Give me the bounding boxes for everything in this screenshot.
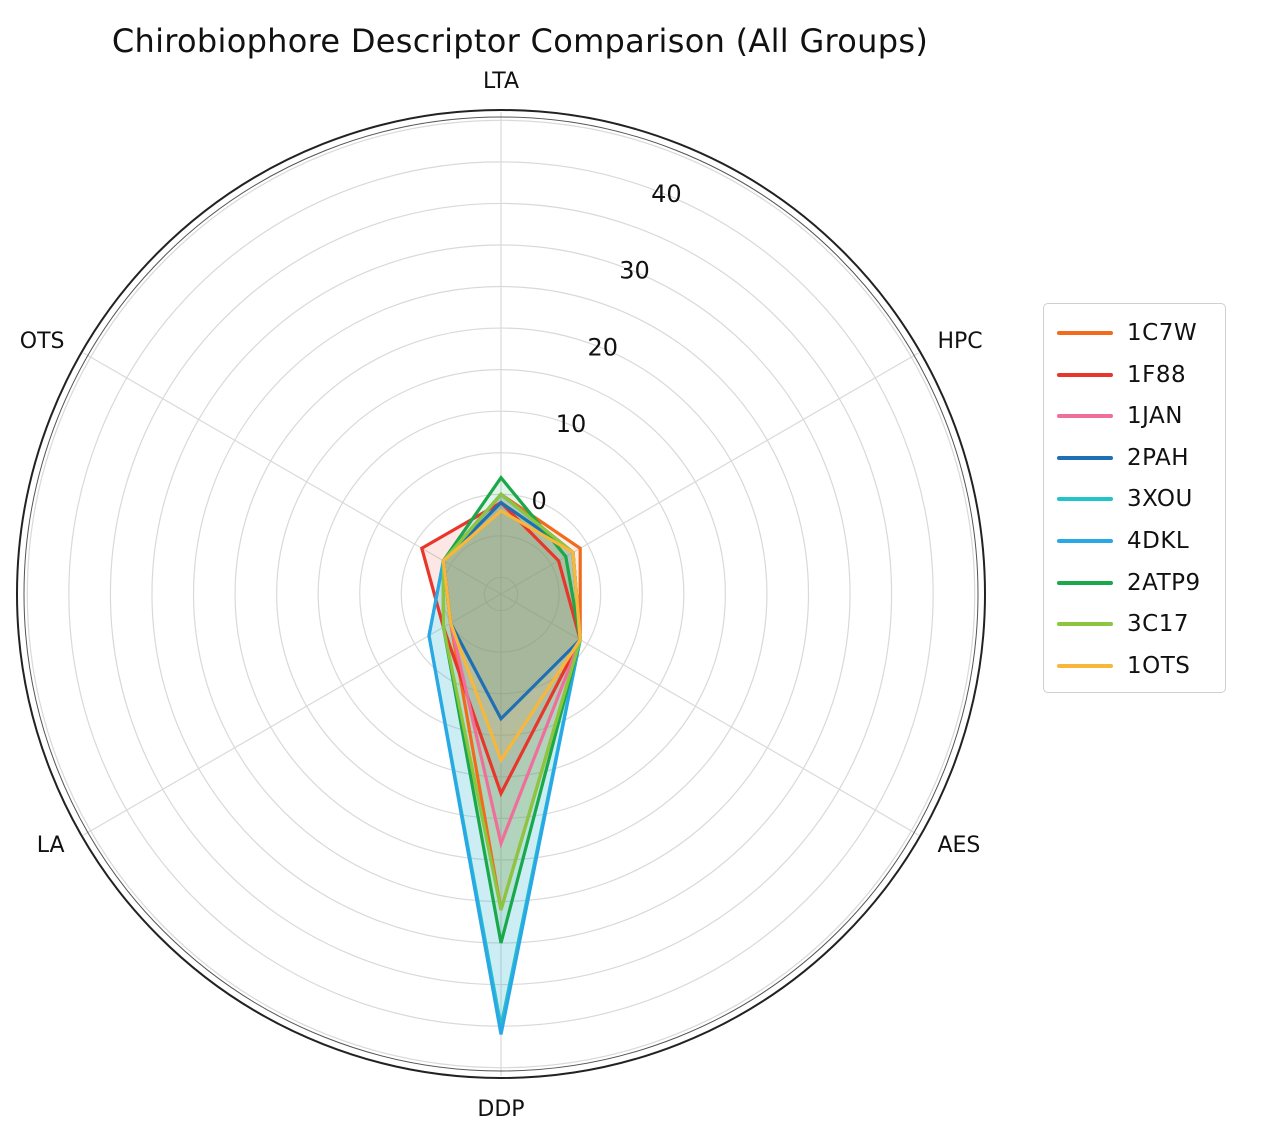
legend-label: 1C7W (1127, 320, 1198, 346)
legend-item: 1JAN (1044, 396, 1225, 436)
legend-label: 3C17 (1127, 611, 1189, 638)
radial-tick-label: 40 (651, 180, 682, 208)
axis-label-ots: OTS (20, 329, 65, 354)
axis-spoke (500, 593, 919, 836)
legend-item: 4DKL (1044, 521, 1225, 561)
legend-label: 1JAN (1127, 403, 1183, 430)
axis-label-hpc: HPC (937, 329, 982, 354)
series-line-1ots (441, 508, 582, 764)
legend-item: 1F88 (1044, 355, 1225, 395)
radial-tick-labels: 0 10 20 30 40 (532, 180, 682, 515)
radial-tick-label: 20 (587, 333, 618, 361)
series-fill-1ots (443, 510, 581, 761)
radial-tick-label: 0 (532, 487, 547, 515)
legend-item: 3C17 (1044, 604, 1225, 644)
legend-item: 1C7W (1044, 313, 1225, 353)
legend-swatch (1057, 497, 1113, 502)
axis-spoke (83, 352, 502, 595)
legend-swatch (1057, 331, 1113, 335)
series-fill-1c7w (443, 494, 581, 910)
legend-swatch (1057, 580, 1113, 585)
series-fill-2atp9 (443, 477, 581, 943)
series-fill-3xou (429, 494, 581, 1027)
series-line-1f88 (419, 500, 582, 798)
legend-item: 1OTS (1044, 646, 1225, 686)
radial-tick-label: 30 (619, 257, 650, 285)
outer-frame (16, 109, 986, 1079)
legend-item: 3XOU (1044, 479, 1225, 519)
legend-swatch (1057, 414, 1113, 419)
series-fill-1jan (443, 494, 581, 844)
legend-item: 2ATP9 (1044, 563, 1225, 603)
radar-chart: 0 10 20 30 40 LTA HPC AES DDP LA OTS (16, 69, 986, 1121)
axis-label-aes: AES (937, 833, 980, 858)
axis-labels: LTA HPC AES DDP LA OTS (20, 69, 983, 1121)
legend: 1C7W 1F88 1JAN 2PAH 3XOU 4DKL 2ATP9 3C17 1OTS (1043, 303, 1226, 693)
legend-label: 2ATP9 (1127, 569, 1201, 596)
legend-swatch (1057, 539, 1113, 543)
axis-label-lta: LTA (483, 69, 519, 94)
legend-swatch (1057, 622, 1113, 627)
series-fill-4dkl (429, 494, 581, 1035)
legend-swatch (1057, 663, 1113, 668)
legend-label: 1OTS (1127, 652, 1191, 679)
legend-label: 1F88 (1127, 361, 1187, 388)
series-fill-1f88 (421, 502, 581, 794)
axis-spoke (500, 352, 919, 595)
legend-swatch (1057, 455, 1113, 460)
series-fill-3c17 (443, 494, 581, 910)
legend-label: 3XOU (1127, 486, 1193, 513)
legend-label: 2PAH (1127, 444, 1190, 471)
legend-item: 2PAH (1044, 438, 1225, 478)
axis-spoke (83, 593, 502, 836)
axis-label-ddp: DDP (477, 1097, 524, 1121)
legend-label: 4DKL (1127, 528, 1190, 554)
legend-swatch (1057, 372, 1113, 377)
outer-frame-inner (23, 116, 979, 1072)
radial-tick-label: 10 (556, 410, 587, 438)
series-fills (421, 477, 581, 1035)
series-fill-2pah (443, 502, 581, 719)
series-lines (419, 475, 582, 1035)
chart-title: Chirobiophore Descriptor Comparison (All… (111, 22, 929, 60)
axis-label-la: LA (37, 833, 65, 858)
